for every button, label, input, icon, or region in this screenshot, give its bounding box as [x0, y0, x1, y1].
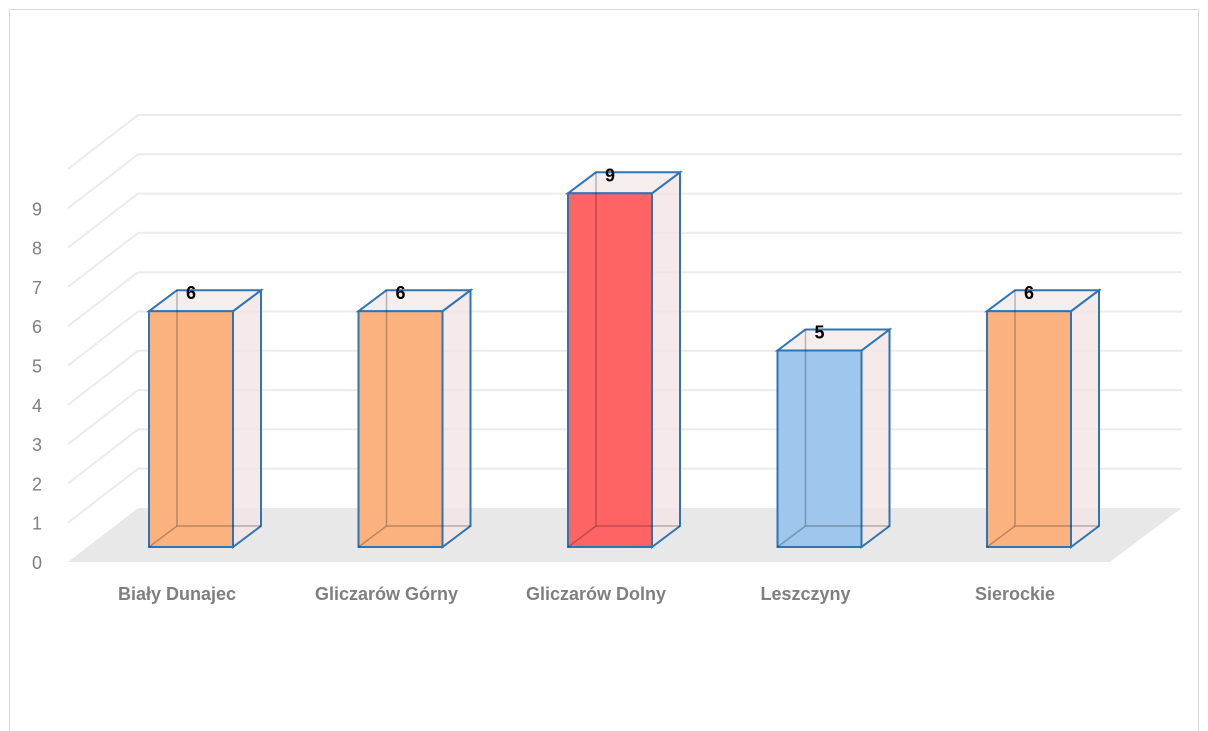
bar-side-face	[441, 288, 472, 549]
bar	[984, 288, 1102, 549]
category-label: Gliczarów Dolny	[526, 584, 666, 604]
bar-hidden-edge	[595, 172, 680, 527]
bar-side-face	[1070, 288, 1100, 549]
bar-hidden-edge	[358, 525, 387, 548]
gridline	[67, 114, 1182, 170]
category-label: Sierockie	[975, 584, 1055, 604]
bar	[565, 170, 683, 549]
bar-front-face	[148, 310, 234, 549]
bar-hidden-edge	[148, 525, 178, 548]
bar-side-face	[651, 170, 681, 549]
data-label: 6	[395, 283, 405, 303]
bar-hidden-edge	[176, 290, 261, 527]
y-tick-label: 8	[32, 239, 42, 259]
bar-hidden-edge	[777, 525, 806, 548]
bar-side-face	[860, 327, 891, 549]
data-label: 6	[1024, 283, 1034, 303]
bar-side-face	[232, 288, 262, 549]
category-label: Biały Dunajec	[118, 584, 236, 604]
y-tick-label: 0	[32, 553, 42, 573]
gridline	[67, 310, 1182, 367]
y-tick-label: 1	[32, 514, 42, 534]
data-label: 6	[186, 283, 196, 303]
category-label: Gliczarów Górny	[315, 584, 458, 604]
y-tick-label: 4	[32, 396, 42, 416]
bar-front-face	[986, 310, 1072, 549]
bar-hidden-edge	[804, 329, 890, 527]
bar-front-face	[357, 310, 444, 549]
gridline	[67, 231, 1182, 288]
bar-hidden-edge	[385, 290, 471, 527]
gridline	[67, 271, 1182, 327]
bar-front-face	[567, 192, 653, 549]
bar-hidden-edge	[567, 525, 597, 548]
bar-front-face	[776, 349, 863, 548]
gridline	[67, 153, 1182, 210]
bar-hidden-edge	[986, 525, 1016, 548]
bar-hidden-edge	[1014, 290, 1099, 527]
gridline	[67, 192, 1182, 249]
bar	[774, 327, 893, 549]
y-tick-label: 9	[32, 199, 42, 219]
data-label: 9	[605, 165, 615, 185]
y-tick-label: 7	[32, 278, 42, 298]
category-label: Leszczyny	[760, 584, 850, 604]
y-tick-label: 6	[32, 317, 42, 337]
bar	[355, 288, 474, 549]
y-tick-label: 5	[32, 357, 42, 377]
bar	[146, 288, 264, 549]
data-label: 5	[814, 323, 824, 343]
y-tick-label: 2	[32, 474, 42, 494]
y-tick-label: 3	[32, 435, 42, 455]
